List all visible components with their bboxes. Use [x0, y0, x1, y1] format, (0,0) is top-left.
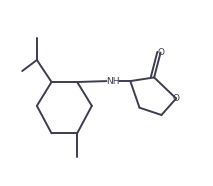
Text: NH: NH [106, 77, 120, 86]
Text: O: O [173, 94, 180, 103]
Text: O: O [157, 48, 164, 57]
